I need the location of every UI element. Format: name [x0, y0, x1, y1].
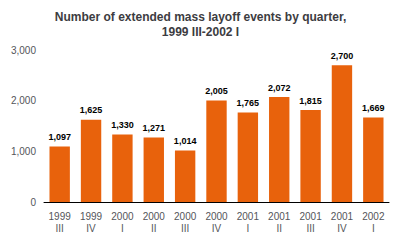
svg-text:III: III: [56, 223, 64, 234]
svg-text:III: III: [181, 223, 189, 234]
svg-text:I: I: [121, 223, 124, 234]
svg-text:2001: 2001: [237, 211, 260, 222]
svg-text:2000: 2000: [205, 211, 228, 222]
svg-text:1,097: 1,097: [48, 132, 71, 142]
svg-text:II: II: [151, 223, 157, 234]
svg-text:0: 0: [30, 197, 36, 208]
svg-text:1,669: 1,669: [362, 103, 385, 113]
svg-text:2000: 2000: [143, 211, 166, 222]
svg-text:1,271: 1,271: [143, 123, 166, 133]
svg-text:1999: 1999: [80, 211, 103, 222]
svg-text:I: I: [246, 223, 249, 234]
svg-text:2001: 2001: [299, 211, 322, 222]
svg-text:2000: 2000: [174, 211, 197, 222]
svg-text:1,000: 1,000: [11, 146, 36, 157]
svg-text:2001: 2001: [268, 211, 291, 222]
svg-text:1999: 1999: [49, 211, 72, 222]
svg-text:2,000: 2,000: [11, 95, 36, 106]
svg-text:IV: IV: [212, 223, 222, 234]
svg-text:I: I: [372, 223, 375, 234]
svg-text:1,765: 1,765: [237, 98, 260, 108]
svg-text:IV: IV: [86, 223, 96, 234]
svg-text:2001: 2001: [331, 211, 354, 222]
svg-text:Number of extended mass layoff: Number of extended mass layoff events by…: [55, 10, 346, 24]
svg-text:3,000: 3,000: [11, 45, 36, 56]
svg-text:2000: 2000: [111, 211, 134, 222]
svg-text:2002: 2002: [362, 211, 385, 222]
svg-text:1,014: 1,014: [174, 136, 197, 146]
svg-text:2,072: 2,072: [268, 83, 291, 93]
svg-text:2,700: 2,700: [331, 51, 354, 61]
svg-text:III: III: [306, 223, 314, 234]
svg-text:2,005: 2,005: [205, 86, 228, 96]
svg-text:IV: IV: [337, 223, 347, 234]
svg-text:1,625: 1,625: [80, 105, 103, 115]
svg-text:1,815: 1,815: [299, 96, 322, 106]
svg-text:II: II: [276, 223, 282, 234]
svg-text:1,330: 1,330: [111, 120, 134, 130]
svg-text:1999 III-2002 I: 1999 III-2002 I: [162, 25, 239, 39]
